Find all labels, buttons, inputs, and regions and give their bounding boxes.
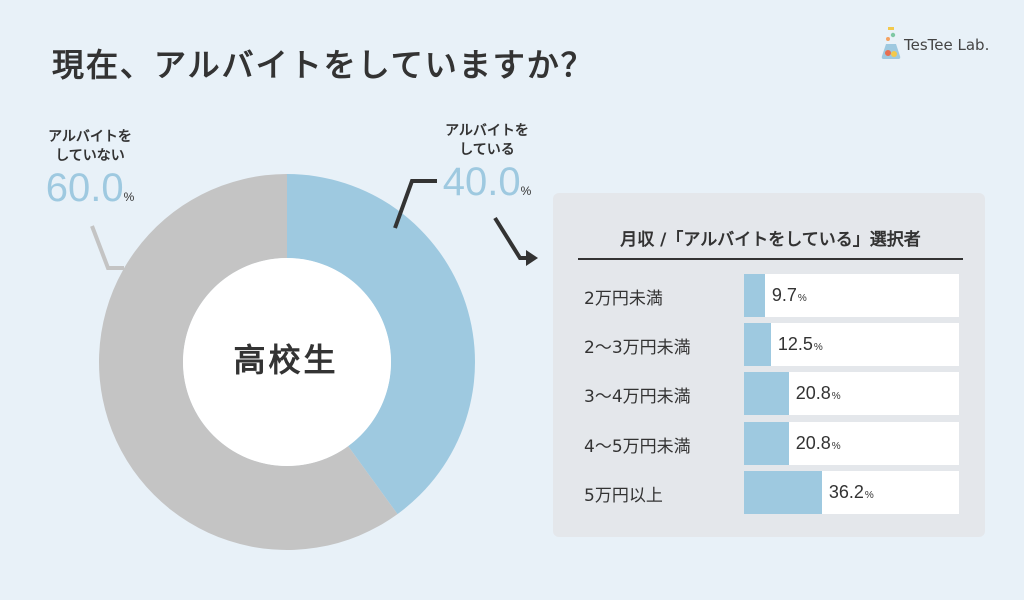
bar-value-label: 20.8%: [796, 433, 841, 454]
bar-value-number: 20.8: [795, 433, 831, 453]
callout-working-leader: [393, 179, 437, 229]
panel-pointer-arrowhead: [526, 250, 538, 266]
bar-fill: [744, 471, 822, 514]
brand-name: TesTee Lab.: [904, 36, 990, 54]
donut-slice-working: [287, 174, 476, 515]
bar-value-unit: %: [831, 441, 841, 452]
bar-value-unit: %: [831, 391, 841, 402]
callout-working-value: 40.0: [442, 160, 521, 204]
bar-category-label: 4〜5万円未満: [584, 437, 691, 457]
bar-value-unit: %: [813, 342, 823, 353]
bar-value-unit: %: [797, 293, 807, 304]
bar-track: 12.5%: [744, 323, 959, 366]
bar-value-number: 36.2: [828, 482, 864, 502]
bar-category-label: 5万円以上: [584, 486, 663, 506]
panel-pointer-line: [493, 216, 530, 260]
bar-value-unit: %: [864, 490, 874, 501]
donut-slice-not-working: [99, 173, 398, 551]
bar-row: 4〜5万円未満 20.8%: [578, 422, 963, 465]
income-panel-divider: [578, 258, 963, 260]
callout-working-unit: %: [520, 184, 532, 198]
brand-logo: TesTee Lab.: [880, 26, 1000, 60]
bar-row: 3〜4万円未満 20.8%: [578, 372, 963, 415]
callout-working: アルバイトを している 40.0%: [422, 122, 552, 204]
flask-icon: [881, 27, 901, 59]
callout-working-line2: している: [459, 142, 515, 158]
callout-not-working-leader: [90, 225, 124, 270]
bar-track: 36.2%: [744, 471, 959, 514]
bar-fill: [744, 323, 771, 366]
bar-value-number: 12.5: [777, 334, 813, 354]
income-panel: 月収 /「アルバイトをしている」選択者 2万円未満 9.7% 2〜3万円未満 12.5…: [553, 193, 985, 537]
bar-category-label: 3〜4万円未満: [584, 387, 691, 407]
callout-not-working-line2: していない: [55, 148, 125, 164]
bar-value-number: 9.7: [771, 285, 797, 305]
callout-not-working: アルバイトを していない 60.0%: [20, 128, 160, 210]
bar-track: 20.8%: [744, 422, 959, 465]
bar-value-number: 20.8: [795, 383, 831, 403]
bar-row: 2万円未満 9.7%: [578, 274, 963, 317]
donut-hole: [183, 258, 391, 466]
donut-center-label: 高校生: [233, 341, 339, 379]
bar-value-label: 12.5%: [778, 334, 823, 355]
callout-not-working-value: 60.0: [45, 166, 124, 210]
bar-fill: [744, 422, 789, 465]
bar-value-label: 20.8%: [796, 383, 841, 404]
bar-fill: [744, 274, 765, 317]
bar-fill: [744, 372, 789, 415]
bar-row: 5万円以上 36.2%: [578, 471, 963, 514]
bar-category-label: 2万円未満: [584, 289, 663, 309]
callout-working-line1: アルバイトを: [445, 123, 529, 139]
income-panel-title: 月収 /「アルバイトをしている」選択者: [620, 230, 921, 250]
callout-not-working-line1: アルバイトを: [48, 129, 132, 145]
bar-track: 20.8%: [744, 372, 959, 415]
bar-category-label: 2〜3万円未満: [584, 338, 691, 358]
bar-row: 2〜3万円未満 12.5%: [578, 323, 963, 366]
bar-value-label: 9.7%: [772, 285, 807, 306]
page-title: 現在、アルバイトをしていますか？: [52, 46, 595, 84]
bar-value-label: 36.2%: [829, 482, 874, 503]
callout-not-working-unit: %: [123, 190, 135, 204]
bar-track: 9.7%: [744, 274, 959, 317]
